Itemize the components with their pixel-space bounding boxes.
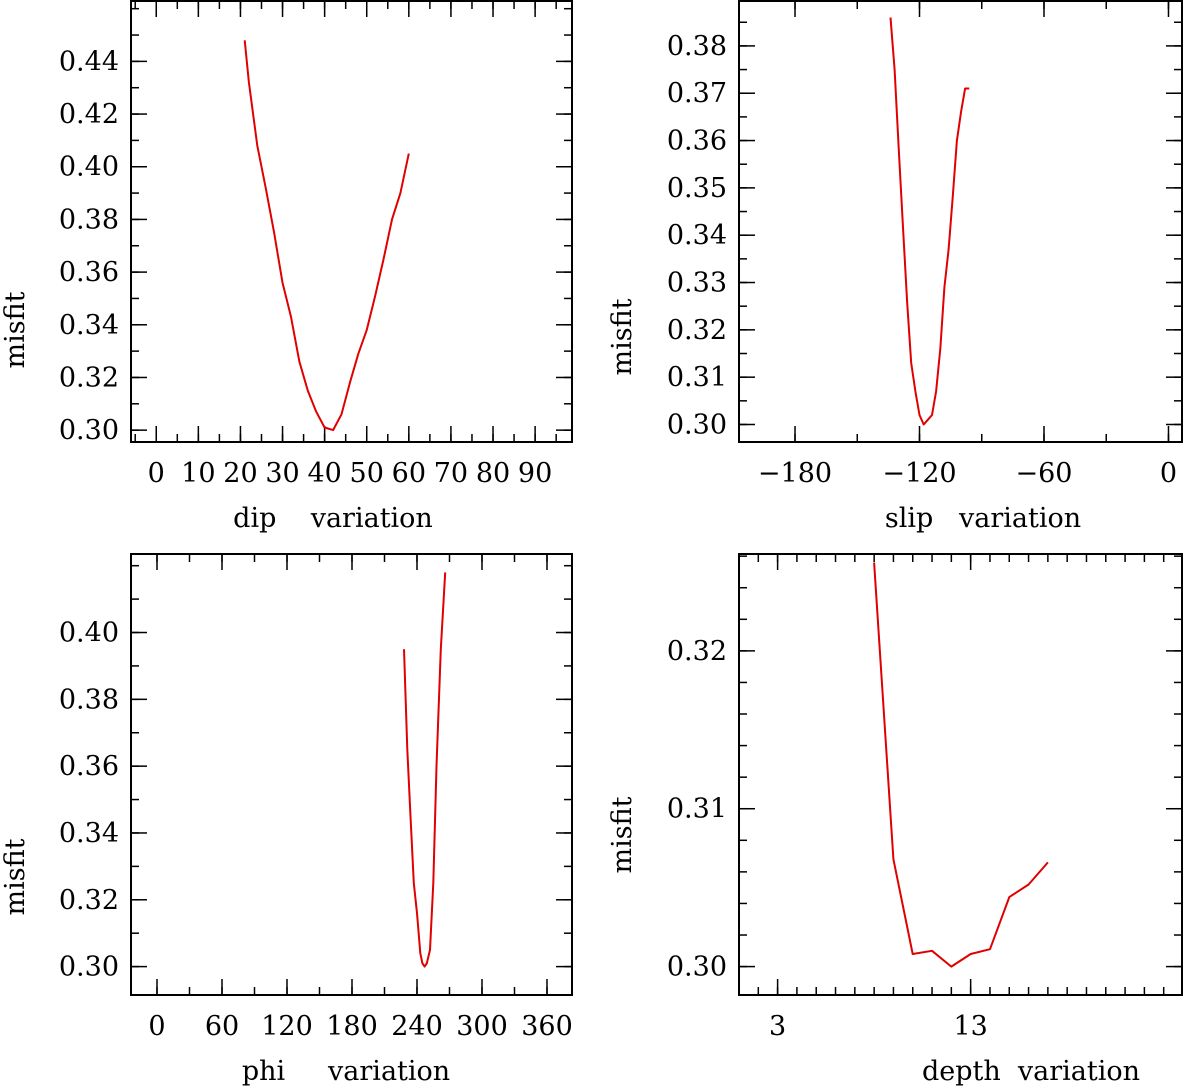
chart-panel-2: −180 −120 −60 0 0.30 0.31 0.32 0.33 0.34 0.35 0.36…	[607, 0, 1183, 534]
x-tick-label: 80	[476, 458, 510, 489]
x-tick-label: 40	[307, 458, 341, 489]
y-axis-label: misfit	[607, 796, 638, 873]
x-tick-label: 10	[181, 458, 215, 489]
y-tick-label: 0.38	[59, 684, 119, 715]
plot-frame	[738, 553, 1183, 996]
x-tick-label: 13	[953, 1011, 987, 1042]
y-tick-label: 0.40	[59, 618, 119, 649]
x-axis-label: slip variation	[885, 503, 1081, 534]
series-line	[403, 572, 447, 968]
y-tick-label: 0.31	[667, 362, 727, 393]
y-tick-label: 0.32	[59, 362, 119, 393]
y-tick-label: 0.35	[667, 173, 727, 204]
x-tick-label: 90	[518, 458, 552, 489]
x-tick-label: 60	[205, 1011, 239, 1042]
series-line	[243, 40, 410, 432]
y-tick-label: 0.37	[667, 78, 727, 109]
y-tick-label: 0.36	[59, 257, 119, 288]
y-tick-label: 0.34	[59, 310, 119, 341]
y-tick-label: 0.38	[59, 204, 119, 235]
y-axis-label: misfit	[0, 838, 31, 915]
x-tick-label: 240	[391, 1011, 443, 1042]
plot-frame	[130, 553, 573, 996]
series-line	[873, 562, 1049, 968]
y-tick-label: 0.36	[667, 126, 727, 157]
plot-frame	[130, 0, 573, 443]
y-tick-label: 0.36	[59, 751, 119, 782]
x-tick-label: 360	[521, 1011, 573, 1042]
plot-frame	[738, 0, 1183, 443]
y-tick-label: 0.32	[667, 315, 727, 346]
y-tick-label: 0.31	[667, 794, 727, 825]
x-axis-label: dip variation	[233, 503, 433, 534]
x-tick-label: 120	[261, 1011, 313, 1042]
x-tick-label: 30	[265, 458, 299, 489]
y-tick-label: 0.30	[59, 415, 119, 446]
chart-panel-4: 3 13 0.30 0.31 0.32 depth variation misfit	[607, 553, 1183, 1086]
x-tick-label: 3	[769, 1011, 786, 1042]
y-tick-label: 0.33	[667, 268, 727, 299]
y-tick-label: 0.30	[59, 952, 119, 983]
x-tick-label: 180	[326, 1011, 378, 1042]
x-tick-label: 60	[392, 458, 426, 489]
y-tick-label: 0.34	[59, 818, 119, 849]
x-tick-label: 0	[1160, 458, 1177, 489]
y-axis-label: misfit	[607, 298, 638, 375]
x-tick-label: 0	[148, 458, 165, 489]
x-tick-label: −60	[1015, 458, 1072, 489]
x-tick-label: 50	[350, 458, 384, 489]
y-tick-label: 0.42	[59, 99, 119, 130]
x-tick-label: 0	[148, 1011, 165, 1042]
chart-panel-3: 0 60 120 180 240 300 360 0.30 0.32 0.34 0.36 0.38 0.…	[0, 553, 573, 1086]
y-axis-label: misfit	[0, 291, 31, 368]
x-tick-label: 300	[456, 1011, 508, 1042]
x-axis-label: depth variation	[922, 1056, 1140, 1086]
chart-panel-1: 0 10 20 30 40 50 60 70 80 90 0.30 0.32 0.34 0.36 0.38 0…	[0, 0, 573, 534]
x-axis-label: phi variation	[242, 1056, 450, 1086]
y-tick-label: 0.34	[667, 220, 727, 251]
y-tick-label: 0.38	[667, 31, 727, 62]
y-tick-label: 0.32	[59, 885, 119, 916]
y-tick-label: 0.44	[59, 46, 119, 77]
x-tick-label: 20	[223, 458, 257, 489]
y-tick-label: 0.40	[59, 152, 119, 183]
y-tick-label: 0.32	[667, 636, 727, 667]
series-line	[889, 17, 970, 426]
x-tick-label: 70	[434, 458, 468, 489]
y-tick-label: 0.30	[667, 409, 727, 440]
x-tick-label: −120	[882, 458, 956, 489]
x-tick-label: −180	[758, 458, 832, 489]
y-tick-label: 0.30	[667, 952, 727, 983]
